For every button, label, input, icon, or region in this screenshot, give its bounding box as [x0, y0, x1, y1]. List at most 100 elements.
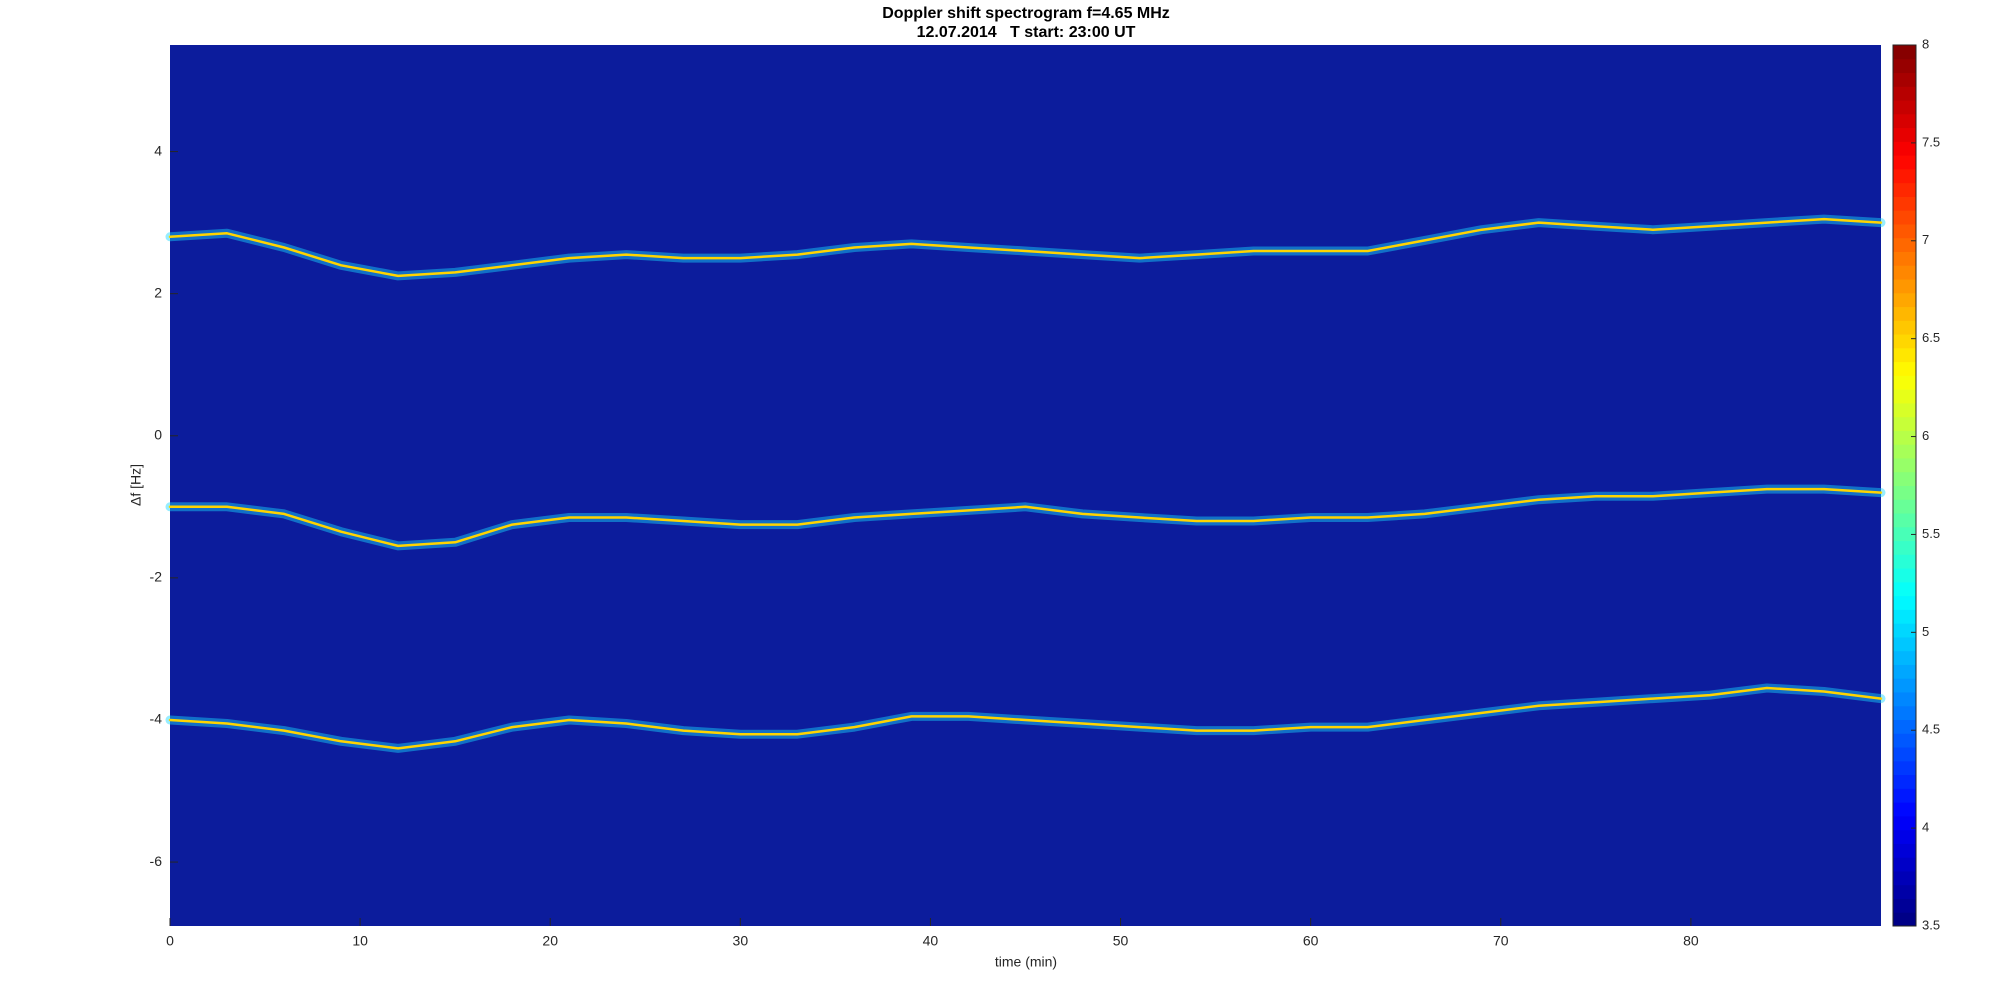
colorbar-cell — [1893, 540, 1916, 555]
colorbar-cell — [1893, 499, 1916, 514]
colorbar-cell — [1893, 402, 1916, 418]
colorbar-cell — [1893, 760, 1916, 776]
colorbar-cell — [1893, 416, 1916, 431]
colorbar-cell — [1893, 884, 1916, 899]
colorbar-cell — [1893, 430, 1916, 445]
x-tick-label: 80 — [1683, 933, 1699, 949]
colorbar-cell — [1893, 513, 1916, 528]
colorbar-tick-label: 5 — [1922, 624, 1929, 639]
y-tick-label: 0 — [154, 426, 162, 442]
colorbar-cell — [1893, 182, 1916, 197]
x-tick-label: 10 — [352, 933, 368, 949]
colorbar-tick-label: 7 — [1922, 232, 1929, 247]
colorbar-tick-label: 5.5 — [1922, 526, 1940, 541]
y-tick-label: -6 — [150, 853, 163, 869]
colorbar-cell — [1893, 857, 1916, 872]
colorbar-cell — [1893, 58, 1916, 74]
y-tick-label: 2 — [154, 284, 162, 300]
colorbar-cell — [1893, 72, 1916, 87]
colorbar-cell — [1893, 334, 1916, 349]
x-tick-label: 30 — [733, 933, 749, 949]
colorbar-cell — [1893, 485, 1916, 500]
trace-line — [168, 686, 1883, 750]
colorbar-tick-label: 4.5 — [1922, 722, 1940, 737]
colorbar-cell — [1893, 471, 1916, 486]
trace — [165, 683, 1886, 753]
colorbar-cell — [1893, 168, 1916, 184]
plot-area — [170, 45, 1881, 926]
colorbar-cell — [1893, 113, 1916, 129]
x-tick-label: 70 — [1493, 933, 1509, 949]
colorbar-tick-label: 8 — [1922, 36, 1929, 51]
x-axis-label: time (min) — [995, 954, 1057, 970]
colorbar-cell — [1893, 664, 1916, 679]
colorbar-cell — [1893, 747, 1916, 762]
colorbar-cell — [1893, 650, 1916, 665]
x-tick-label: 50 — [1113, 933, 1129, 949]
colorbar-cell — [1893, 719, 1916, 734]
colorbar-tick-label: 6.5 — [1922, 330, 1940, 345]
colorbar-cell — [1893, 361, 1916, 376]
colorbar-cell — [1893, 554, 1916, 569]
colorbar-cell — [1893, 444, 1916, 459]
colorbar-tick-label: 6 — [1922, 428, 1929, 443]
colorbar-cell — [1893, 788, 1916, 803]
colorbar-cell — [1893, 237, 1916, 252]
colorbar-cell — [1893, 292, 1916, 308]
colorbar-cell — [1893, 306, 1916, 321]
colorbar-cell — [1893, 526, 1916, 542]
trace — [165, 484, 1886, 551]
colorbar-cell — [1893, 623, 1916, 638]
colorbar-cell — [1893, 210, 1916, 225]
colorbar-cell — [1893, 265, 1916, 280]
colorbar-cell — [1893, 815, 1916, 831]
colorbar-cell — [1893, 457, 1916, 473]
x-tick-label: 40 — [923, 933, 939, 949]
trace — [165, 214, 1886, 281]
colorbar-cell — [1893, 196, 1916, 211]
colorbar-cell — [1893, 155, 1916, 170]
colorbar-cell — [1893, 595, 1916, 610]
x-tick-label: 0 — [166, 933, 174, 949]
colorbar-cell — [1893, 678, 1916, 693]
colorbar-cell — [1893, 802, 1916, 817]
colorbar-cell — [1893, 912, 1916, 927]
y-tick-label: 4 — [154, 142, 162, 158]
colorbar-cell — [1893, 581, 1916, 597]
colorbar-tick-label: 7.5 — [1922, 134, 1940, 149]
y-tick-label: -2 — [150, 569, 163, 585]
colorbar-tick-label: 3.5 — [1922, 917, 1940, 932]
colorbar-cell — [1893, 774, 1916, 789]
x-tick-label: 60 — [1303, 933, 1319, 949]
colorbar-cell — [1893, 127, 1916, 142]
chart-subtitle: 12.07.2014 T start: 23:00 UT — [917, 24, 1136, 41]
colorbar-cell — [1893, 347, 1916, 363]
colorbar-cell — [1893, 636, 1916, 652]
trace-line — [168, 487, 1883, 548]
colorbar-cell — [1893, 223, 1916, 239]
colorbar-cell — [1893, 100, 1916, 115]
colorbar-cell — [1893, 609, 1916, 624]
colorbar-cell — [1893, 691, 1916, 707]
colorbar-cell — [1893, 870, 1916, 886]
colorbar-cell — [1893, 279, 1916, 294]
colorbar-cell — [1893, 45, 1916, 60]
colorbar-tick-label: 4 — [1922, 820, 1929, 835]
colorbar-cell — [1893, 320, 1916, 335]
colorbar-cell — [1893, 733, 1916, 748]
colorbar-frame — [1892, 44, 1917, 927]
chart-title: Doppler shift spectrogram f=4.65 MHz — [882, 5, 1170, 22]
colorbar-cell — [1893, 568, 1916, 583]
y-axis-label: Δf [Hz] — [128, 464, 144, 506]
y-tick-label: -4 — [150, 711, 163, 727]
colorbar-cell — [1893, 843, 1916, 858]
trace-line — [168, 217, 1883, 278]
x-tick-label: 20 — [542, 933, 558, 949]
colorbar-cell — [1893, 898, 1916, 913]
colorbar-cell — [1893, 141, 1916, 156]
colorbar-cell — [1893, 389, 1916, 404]
colorbar-cell — [1893, 86, 1916, 101]
colorbar-cell — [1893, 829, 1916, 844]
